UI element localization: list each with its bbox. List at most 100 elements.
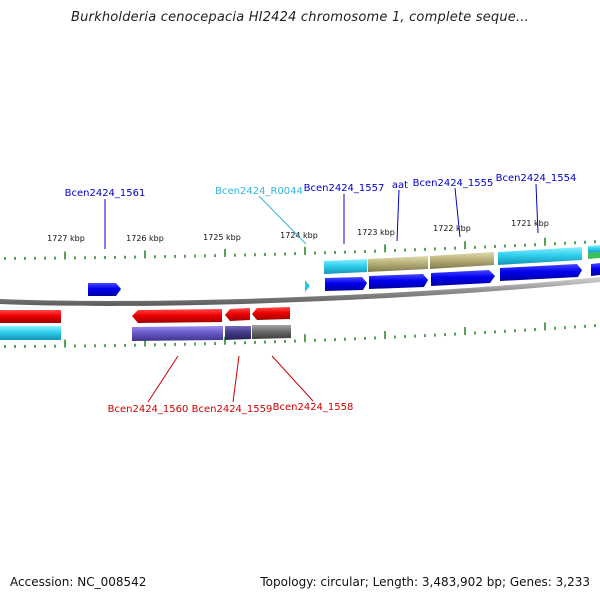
minor-tick bbox=[444, 333, 446, 337]
major-tick bbox=[544, 237, 546, 246]
minor-tick bbox=[474, 331, 476, 335]
minor-tick bbox=[54, 344, 56, 348]
minor-tick bbox=[394, 248, 396, 252]
minor-tick bbox=[294, 252, 296, 256]
minor-tick bbox=[164, 255, 166, 259]
minor-tick bbox=[524, 328, 526, 332]
leader-line bbox=[147, 355, 179, 403]
minor-tick bbox=[344, 250, 346, 254]
minor-tick bbox=[74, 256, 76, 260]
minor-tick bbox=[594, 240, 596, 244]
gene-label-bcen2424-1555[interactable]: Bcen2424_1555 bbox=[413, 178, 494, 189]
minor-tick bbox=[584, 324, 586, 328]
minor-tick bbox=[174, 342, 176, 346]
leader-line bbox=[258, 195, 307, 245]
minor-tick bbox=[594, 324, 596, 328]
minor-tick bbox=[254, 253, 256, 257]
minor-tick bbox=[24, 256, 26, 260]
gene-label-aat[interactable]: aat bbox=[392, 180, 408, 191]
minor-tick bbox=[84, 256, 86, 260]
cog-block[interactable] bbox=[0, 326, 61, 340]
leader-line bbox=[454, 187, 461, 238]
map-title: Burkholderia cenocepacia HI2424 chromoso… bbox=[71, 10, 529, 25]
minor-tick bbox=[524, 243, 526, 247]
major-tick bbox=[384, 330, 386, 339]
ruler-label: 1727 kbp bbox=[47, 234, 85, 243]
minor-tick bbox=[474, 245, 476, 249]
minor-tick bbox=[564, 241, 566, 245]
cog-block[interactable] bbox=[430, 252, 494, 269]
minor-tick bbox=[184, 342, 186, 346]
gene-label-bcen2424-r0044[interactable]: Bcen2424_R0044 bbox=[215, 186, 303, 197]
major-tick bbox=[144, 338, 146, 347]
ruler-label: 1721 kbp bbox=[511, 219, 549, 228]
minor-tick bbox=[104, 256, 106, 260]
forward-cds-arrow-icon[interactable] bbox=[500, 264, 582, 281]
gene-label-bcen2424-1561[interactable]: Bcen2424_1561 bbox=[65, 188, 146, 199]
cog-block[interactable] bbox=[225, 326, 251, 340]
cog-block[interactable] bbox=[498, 247, 582, 265]
forward-cds-arrow-icon[interactable] bbox=[591, 263, 600, 276]
major-tick bbox=[224, 248, 226, 257]
minor-tick bbox=[414, 248, 416, 252]
forward-cds-arrow-icon[interactable] bbox=[431, 270, 495, 286]
accession-text: Accession: NC_008542 bbox=[10, 575, 147, 589]
minor-tick bbox=[84, 344, 86, 348]
cog-block[interactable] bbox=[368, 256, 428, 272]
reverse-cds-arrow-icon[interactable] bbox=[132, 309, 222, 323]
minor-tick bbox=[214, 254, 216, 258]
minor-tick bbox=[134, 255, 136, 259]
minor-tick bbox=[494, 244, 496, 248]
cog-block[interactable] bbox=[324, 259, 367, 274]
ruler-label: 1723 kbp bbox=[357, 228, 395, 237]
gene-label-bcen2424-1559[interactable]: Bcen2424_1559 bbox=[192, 404, 273, 415]
major-tick bbox=[464, 241, 466, 250]
minor-tick bbox=[234, 253, 236, 257]
minor-tick bbox=[324, 251, 326, 255]
tick-track-top bbox=[4, 237, 596, 260]
cog-block[interactable] bbox=[588, 245, 600, 253]
minor-tick bbox=[584, 240, 586, 244]
minor-tick bbox=[194, 342, 196, 346]
minor-tick bbox=[554, 242, 556, 246]
major-tick bbox=[544, 322, 546, 331]
forward-cds-arrow-icon[interactable] bbox=[88, 283, 121, 296]
major-tick bbox=[464, 327, 466, 336]
minor-tick bbox=[364, 249, 366, 253]
forward-cds-arrow-icon[interactable] bbox=[369, 274, 428, 289]
reverse-cds-arrow-icon[interactable] bbox=[0, 310, 61, 323]
leader-line bbox=[535, 183, 539, 234]
minor-tick bbox=[24, 344, 26, 348]
cog-block[interactable] bbox=[588, 252, 600, 259]
minor-tick bbox=[424, 247, 426, 251]
minor-tick bbox=[134, 343, 136, 347]
reverse-cds-arrow-icon[interactable] bbox=[225, 308, 250, 321]
gene-label-bcen2424-1557[interactable]: Bcen2424_1557 bbox=[304, 183, 385, 194]
gene-label-bcen2424-1558[interactable]: Bcen2424_1558 bbox=[273, 402, 354, 413]
minor-tick bbox=[494, 330, 496, 334]
minor-tick bbox=[114, 344, 116, 348]
reverse-cds-arrow-icon[interactable] bbox=[252, 307, 290, 320]
cog-block[interactable] bbox=[132, 326, 223, 341]
cog-block[interactable] bbox=[252, 325, 291, 339]
gene-label-bcen2424-1560[interactable]: Bcen2424_1560 bbox=[108, 404, 189, 415]
minor-tick bbox=[14, 256, 16, 260]
minor-tick bbox=[34, 256, 36, 260]
minor-tick bbox=[124, 343, 126, 347]
rna-arrow-icon[interactable] bbox=[305, 280, 310, 292]
minor-tick bbox=[194, 254, 196, 258]
gene-label-bcen2424-1554[interactable]: Bcen2424_1554 bbox=[496, 173, 577, 184]
minor-tick bbox=[534, 328, 536, 332]
minor-tick bbox=[294, 339, 296, 343]
minor-tick bbox=[114, 255, 116, 259]
minor-tick bbox=[394, 335, 396, 339]
forward-cds-arrow-icon[interactable] bbox=[325, 277, 367, 291]
minor-tick bbox=[334, 338, 336, 342]
minor-tick bbox=[274, 252, 276, 256]
minor-tick bbox=[514, 244, 516, 248]
minor-tick bbox=[574, 241, 576, 245]
minor-tick bbox=[504, 329, 506, 333]
minor-tick bbox=[314, 251, 316, 255]
minor-tick bbox=[204, 342, 206, 346]
minor-tick bbox=[454, 246, 456, 250]
